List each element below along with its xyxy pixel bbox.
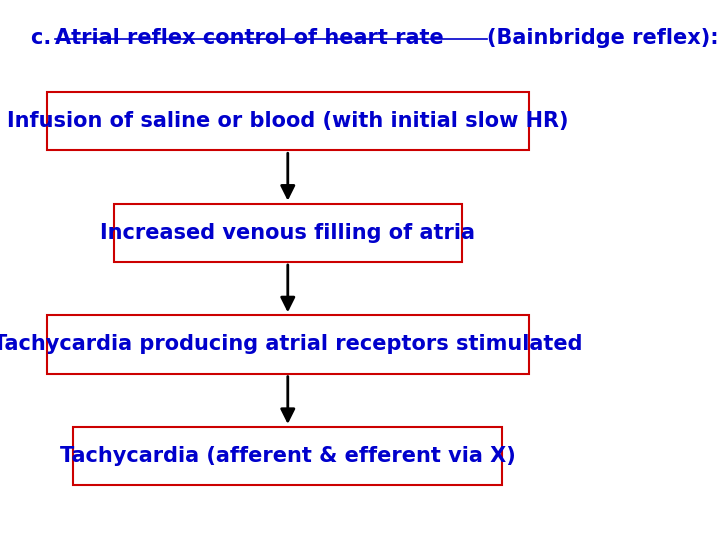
Text: (Bainbridge reflex):: (Bainbridge reflex): (487, 28, 719, 48)
Text: Tachycardia producing atrial receptors stimulated: Tachycardia producing atrial receptors s… (0, 334, 582, 354)
Text: c.: c. (31, 28, 58, 48)
FancyBboxPatch shape (114, 204, 462, 262)
FancyBboxPatch shape (73, 427, 502, 485)
Text: Increased venous filling of atria: Increased venous filling of atria (100, 223, 475, 243)
FancyBboxPatch shape (47, 92, 529, 150)
Text: Infusion of saline or blood (with initial slow HR): Infusion of saline or blood (with initia… (7, 111, 569, 131)
FancyBboxPatch shape (47, 315, 529, 374)
Text: Atrial reflex control of heart rate: Atrial reflex control of heart rate (55, 28, 444, 48)
Text: Tachycardia (afferent & efferent via X): Tachycardia (afferent & efferent via X) (60, 446, 516, 466)
